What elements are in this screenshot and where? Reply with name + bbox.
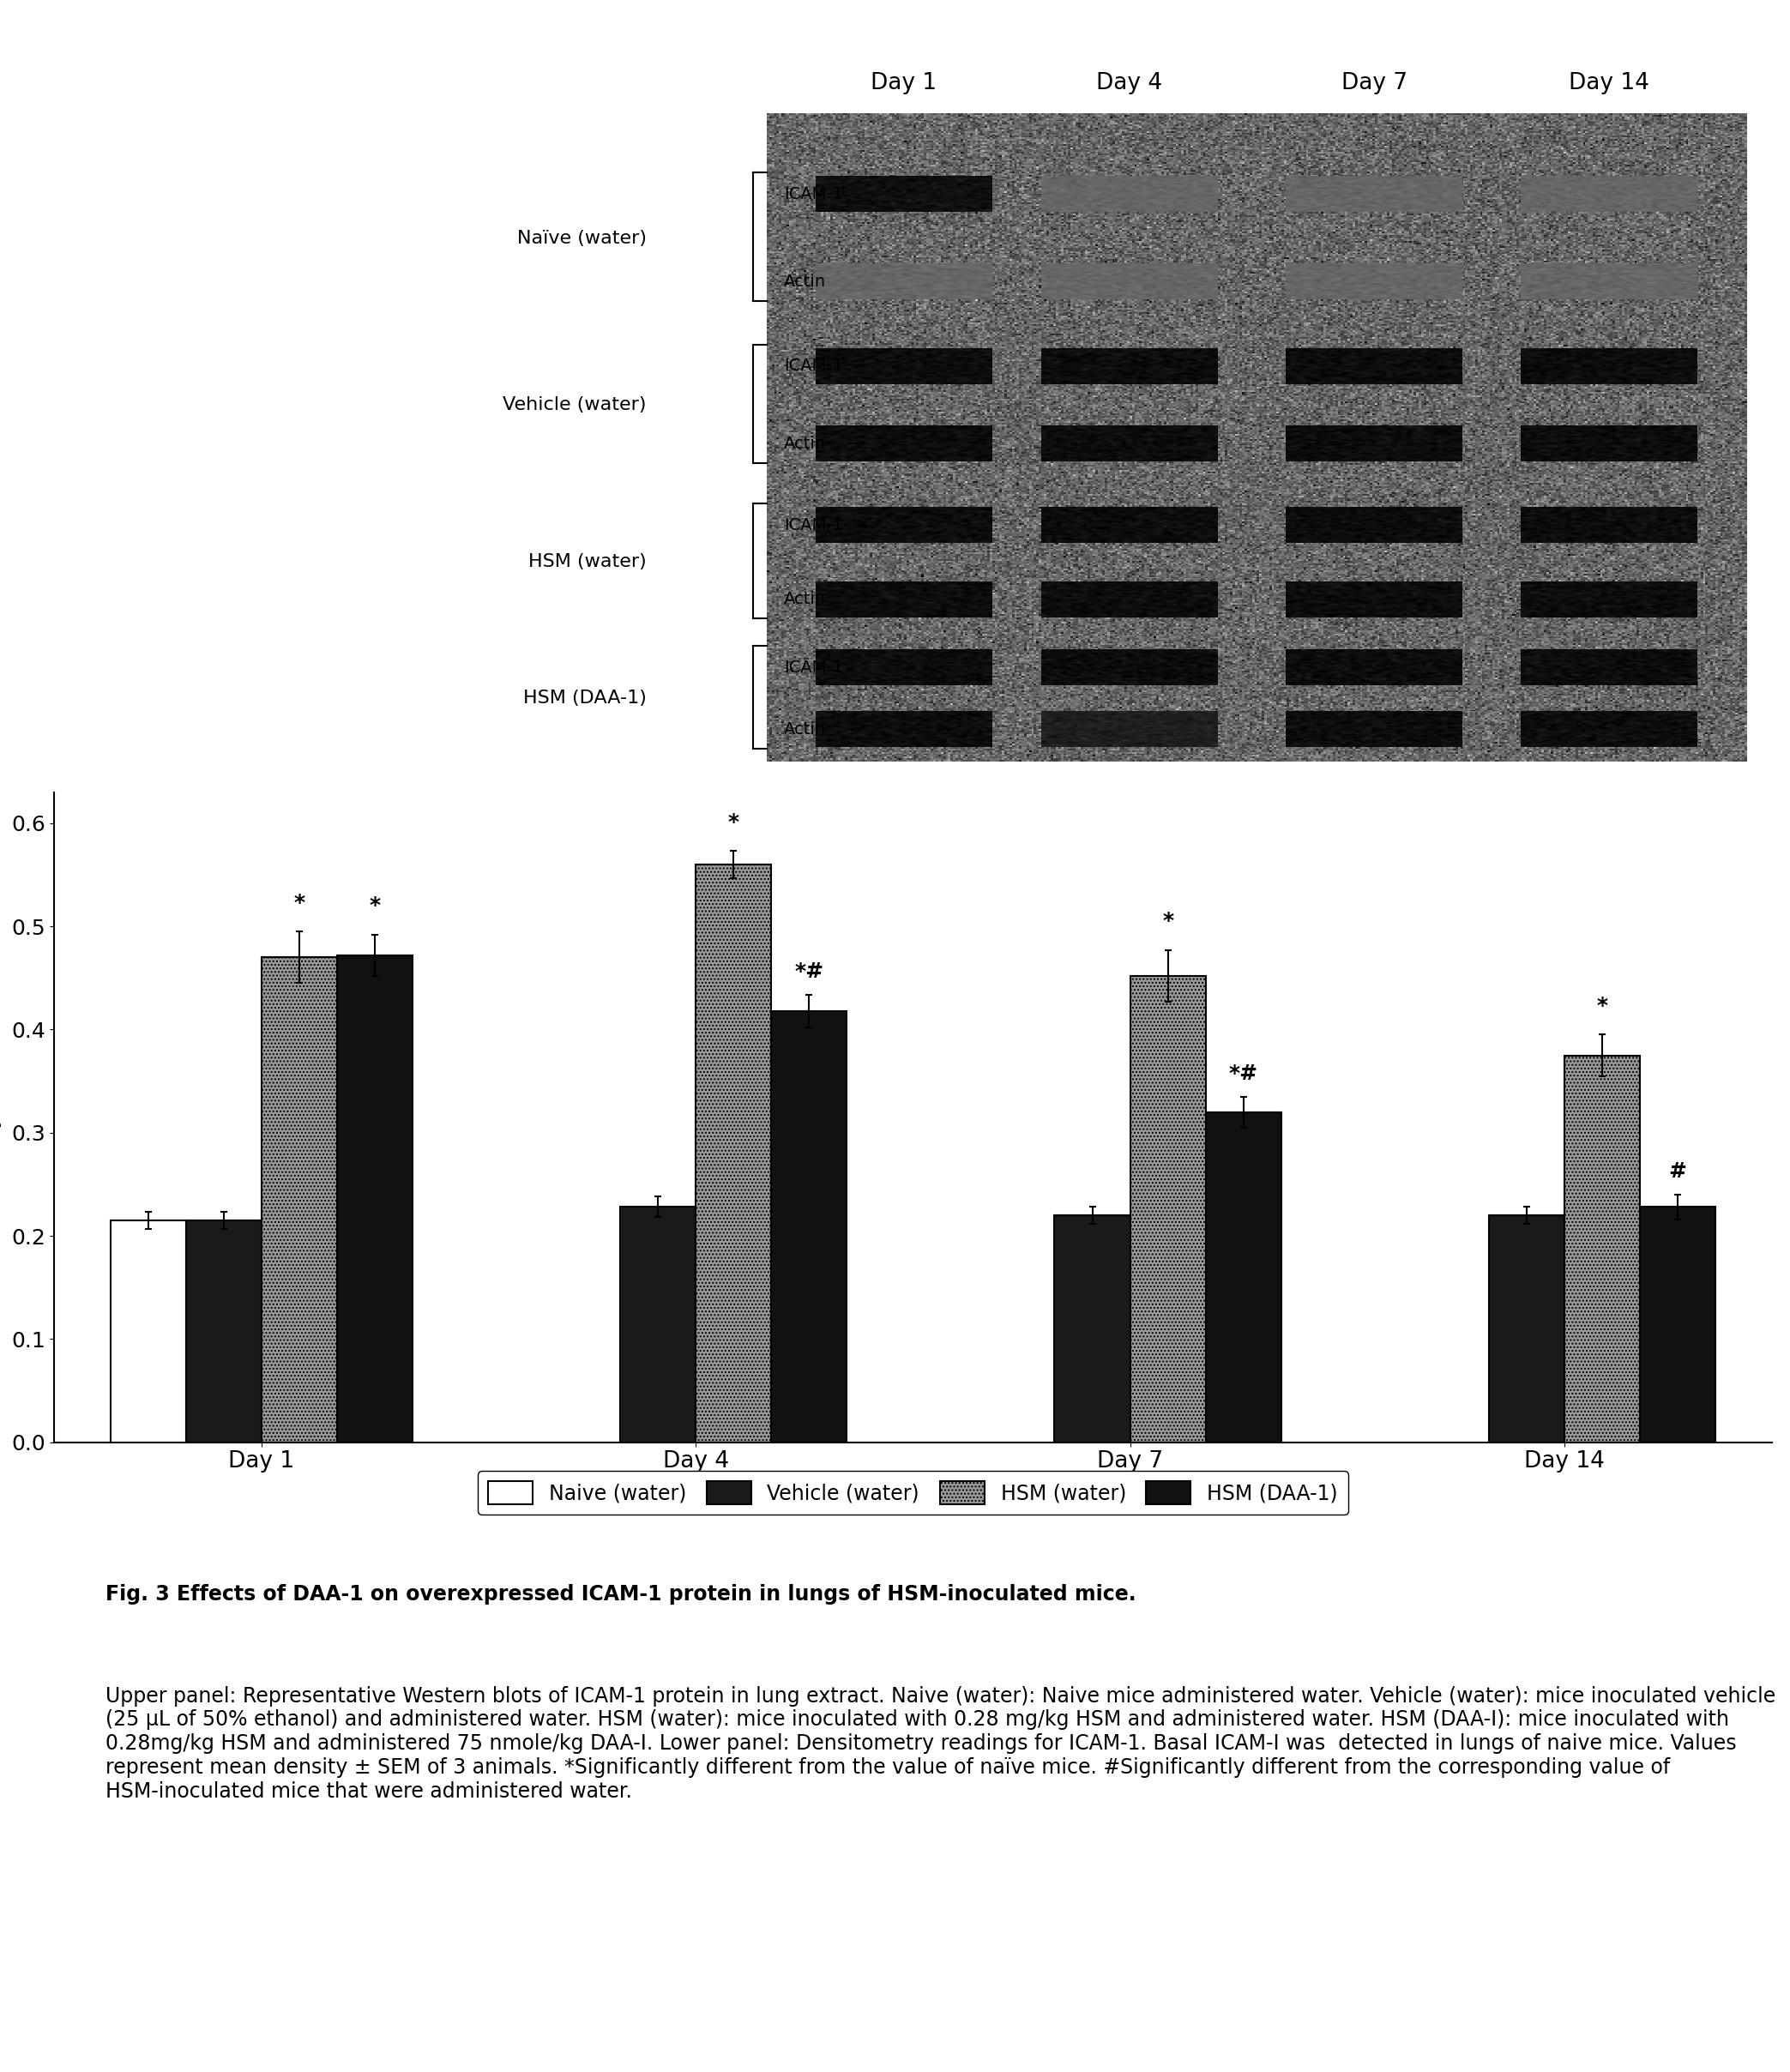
- Text: Naïve (water): Naïve (water): [517, 230, 646, 247]
- Text: *: *: [369, 895, 379, 916]
- Text: Day 1: Day 1: [872, 73, 936, 93]
- Text: Upper panel: Representative Western blots of ICAM-1 protein in lung extract. Nai: Upper panel: Representative Western blot…: [106, 1687, 1776, 1803]
- Bar: [1489, 1214, 1564, 1442]
- Bar: [337, 955, 412, 1442]
- Text: Actin: Actin: [784, 274, 827, 290]
- Text: ICAM-1: ICAM-1: [784, 516, 843, 533]
- X-axis label: Post-HSM inoculation period: Post-HSM inoculation period: [771, 1479, 1054, 1500]
- Text: Fig. 3 Effects of DAA-1 on overexpressed ICAM-1 protein in lungs of HSM-inoculat: Fig. 3 Effects of DAA-1 on overexpressed…: [106, 1585, 1137, 1606]
- Bar: [111, 1220, 186, 1442]
- Text: ICAM-1: ICAM-1: [784, 659, 843, 675]
- Text: Actin: Actin: [784, 721, 827, 738]
- Bar: [1129, 976, 1206, 1442]
- Bar: [1640, 1208, 1715, 1442]
- Legend: Naive (water), Vehicle (water), HSM (water), HSM (DAA-1): Naive (water), Vehicle (water), HSM (wat…: [478, 1471, 1348, 1515]
- Text: Day 14: Day 14: [1570, 73, 1649, 93]
- Bar: [619, 1208, 696, 1442]
- Text: #: #: [1668, 1162, 1686, 1183]
- Text: *: *: [1597, 995, 1607, 1015]
- Bar: [1206, 1113, 1282, 1442]
- Text: Actin: Actin: [784, 435, 827, 452]
- Bar: [261, 957, 337, 1442]
- Bar: [1564, 1055, 1640, 1442]
- Text: *: *: [294, 893, 304, 914]
- Text: *#: *#: [795, 961, 823, 982]
- Bar: [771, 1011, 847, 1442]
- Bar: [186, 1220, 261, 1442]
- Bar: [1054, 1214, 1129, 1442]
- Text: Day 7: Day 7: [1341, 73, 1407, 93]
- Text: *#: *#: [1228, 1063, 1258, 1084]
- Text: Actin: Actin: [784, 591, 827, 607]
- Text: Vehicle (water): Vehicle (water): [503, 396, 646, 414]
- Text: ICAM-1: ICAM-1: [784, 186, 843, 203]
- Text: Day 4: Day 4: [1095, 73, 1162, 93]
- Text: *: *: [1162, 912, 1174, 932]
- Text: *: *: [729, 812, 739, 833]
- Bar: [696, 864, 771, 1442]
- Text: ICAM-1: ICAM-1: [784, 358, 843, 375]
- Text: HSM (DAA-1): HSM (DAA-1): [523, 690, 646, 707]
- Text: HSM (water): HSM (water): [528, 553, 646, 570]
